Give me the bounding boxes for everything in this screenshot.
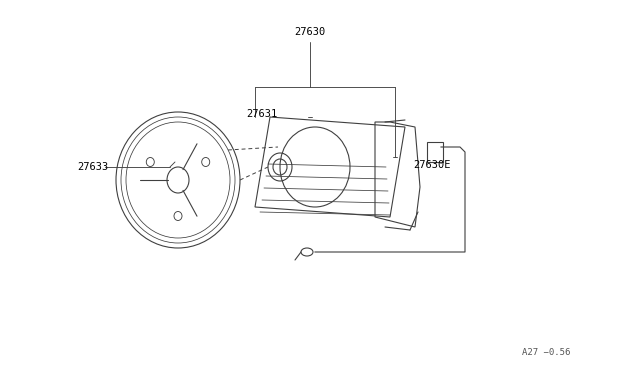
- Text: 27630: 27630: [294, 27, 326, 37]
- Text: 27633: 27633: [77, 162, 109, 172]
- Text: A27 −0.56: A27 −0.56: [522, 348, 570, 357]
- Text: 27631: 27631: [246, 109, 278, 119]
- Text: 27630E: 27630E: [413, 160, 451, 170]
